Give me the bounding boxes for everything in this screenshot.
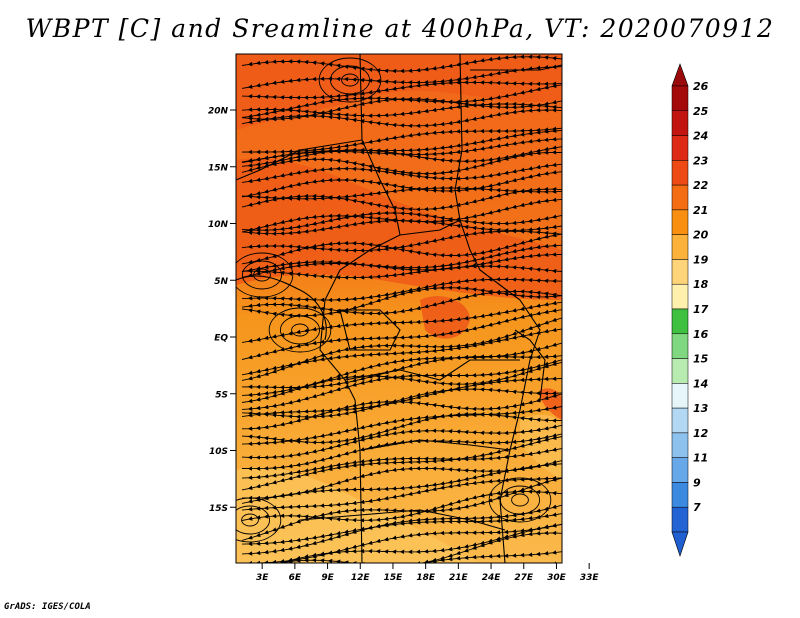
colorbar-label: 24 [693, 130, 708, 143]
colorbar-swatch [671, 333, 689, 359]
lon-tick-label: 6E [289, 573, 302, 583]
colorbar-swatch [671, 457, 689, 483]
streamline-eddy [241, 260, 283, 290]
colorbar-label: 21 [693, 204, 708, 217]
lon-tick-label: 3E [256, 573, 269, 583]
colorbar-label: 16 [693, 328, 709, 341]
lon-tick-label: 24E [482, 573, 502, 583]
colorbar-swatch [671, 383, 689, 409]
colorbar-swatch [671, 432, 689, 458]
colorbar-label: 13 [693, 402, 709, 415]
lon-tick-label: 15E [384, 573, 404, 583]
lon-tick-label: 21E [449, 573, 469, 583]
streamline-eddy [268, 307, 332, 353]
colorbar: 26 25 24 23 22 21 20 19 18 17 16 15 14 13 12 11 9 7 [671, 63, 709, 557]
colorbar-label: 15 [693, 353, 709, 366]
colorbar-swatch [671, 85, 689, 112]
colorbar-swatch [671, 234, 689, 260]
colorbar-label: 14 [693, 377, 708, 390]
lon-tick-label: 12E [351, 573, 371, 583]
colorbar-swatch [671, 308, 689, 335]
latitude-ticks: 20N 15N 10N 5N EQ 5S 10S 15S [208, 107, 236, 514]
streamline-eddy [236, 497, 282, 543]
colorbar-swatch [671, 135, 689, 161]
map-title: WBPT [C] and Sreamline at 400hPa, VT: 20… [25, 14, 775, 43]
colorbar-swatch [671, 482, 689, 508]
country-borders [236, 54, 562, 563]
colorbar-label: 23 [693, 154, 709, 167]
streamline-eddy [236, 505, 271, 535]
colorbar-label: 22 [693, 179, 709, 192]
colorbar-swatch [671, 407, 689, 434]
lat-tick-label: EQ [214, 334, 228, 344]
colorbar-label: 25 [693, 105, 709, 118]
streamline [241, 107, 562, 129]
streamline [247, 550, 562, 563]
grads-credit: GrADS: IGES/COLA [4, 602, 91, 612]
colorbar-bottom-arrow [671, 531, 689, 557]
lat-tick-label: 10S [209, 447, 228, 457]
lat-tick-label: 5S [215, 390, 228, 400]
streamline-eddy [341, 73, 359, 87]
lat-tick-label: 15N [208, 163, 229, 173]
colorbar-swatch [671, 358, 689, 384]
streamline-eddy [241, 513, 259, 527]
lat-tick-label: 20N [208, 107, 229, 117]
streamline-eddy [279, 315, 321, 345]
colorbar-label: 17 [693, 303, 709, 316]
colorbar-swatch [671, 110, 689, 136]
colorbar-swatch [671, 209, 689, 235]
lon-tick-label: 30E [547, 573, 567, 583]
lon-tick-label: 9E [321, 573, 334, 583]
map-frame [235, 53, 563, 564]
longitude-ticks: 3E 6E 9E 12E 15E 18E 21E 24E 27E 30E 33E [256, 563, 599, 583]
streamline-eddy [329, 65, 371, 95]
colorbar-swatch [671, 283, 689, 310]
colorbar-swatch [671, 184, 689, 211]
colorbar-label: 7 [693, 501, 701, 514]
colorbar-label: 12 [693, 427, 709, 440]
lat-tick-label: 15S [209, 504, 228, 514]
streamline-eddy [511, 493, 529, 507]
streamline-eddy [318, 57, 382, 103]
colorbar-swatch [671, 506, 689, 533]
lon-tick-label: 18E [416, 573, 436, 583]
colorbar-swatch [671, 160, 689, 186]
colorbar-label: 9 [693, 476, 701, 489]
colorbar-label: 26 [693, 80, 709, 93]
colorbar-swatch [671, 259, 689, 285]
streamline [241, 263, 562, 280]
colorbar-label: 19 [693, 253, 709, 266]
streamlines [236, 54, 562, 563]
lon-tick-label: 33E [580, 573, 600, 583]
streamline-eddy [488, 477, 552, 523]
colorbar-label: 20 [693, 229, 709, 242]
colorbar-label: 11 [693, 452, 708, 465]
colorbar-top-arrow [671, 63, 689, 87]
streamline-eddy [253, 268, 271, 282]
lon-tick-label: 27E [514, 573, 534, 583]
lat-tick-label: 5N [214, 277, 228, 287]
lat-tick-label: 10N [208, 220, 229, 230]
streamline-eddy [236, 252, 294, 298]
streamline-eddy [291, 323, 309, 337]
colorbar-label: 18 [693, 278, 709, 291]
